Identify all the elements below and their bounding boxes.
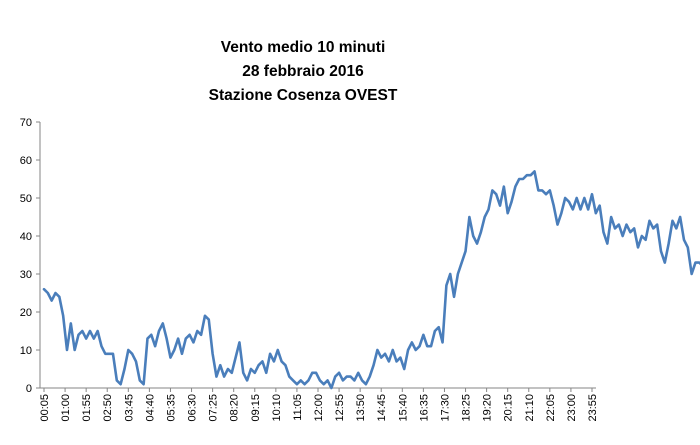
y-tick-label: 30: [20, 269, 32, 281]
x-tick-label: 12:00: [313, 394, 325, 422]
chart-title-line-3: Stazione Cosenza OVEST: [209, 87, 398, 104]
x-tick-label: 16:35: [418, 394, 430, 422]
y-tick-label: 20: [20, 307, 32, 319]
x-tick-label: 02:50: [102, 394, 114, 422]
x-tick-label: 03:45: [123, 394, 135, 422]
chart-title-line-1: Vento medio 10 minuti: [221, 39, 386, 56]
x-tick-label: 21:10: [524, 394, 536, 422]
x-tick-label: 12:55: [334, 394, 346, 422]
x-tick-label: 23:55: [587, 394, 599, 422]
x-tick-label: 17:30: [439, 394, 451, 422]
y-tick-label: 60: [20, 155, 32, 167]
x-tick-label: 05:35: [165, 394, 177, 422]
x-tick-label: 04:40: [144, 394, 156, 422]
x-tick-label: 01:00: [60, 394, 72, 422]
x-tick-label: 19:20: [482, 394, 494, 422]
x-tick-label: 23:00: [566, 394, 578, 422]
x-tick-label: 08:20: [229, 394, 241, 422]
x-tick-label: 13:50: [355, 394, 367, 422]
y-tick-label: 70: [20, 117, 32, 129]
x-tick-label: 10:10: [271, 394, 283, 422]
x-axis-ticks: 00:05 01:00 01:55 02:50 03:45 04:40 05:35 06:30…: [39, 388, 599, 422]
x-tick-label: 20:15: [503, 394, 515, 422]
y-tick-label: 50: [20, 193, 32, 205]
y-tick-label: 0: [26, 383, 32, 395]
y-tick-label: 10: [20, 345, 32, 357]
x-tick-label: 14:45: [376, 394, 388, 422]
x-tick-label: 11:05: [292, 394, 304, 421]
wind-speed-series-line: [42, 170, 700, 390]
x-tick-label: 15:40: [397, 394, 409, 422]
x-tick-label: 09:15: [250, 394, 262, 422]
x-tick-label: 01:55: [81, 394, 93, 422]
x-tick-label: 00:05: [39, 394, 51, 422]
x-tick-label: 07:25: [208, 394, 220, 422]
chart-title-line-2: 28 febbraio 2016: [242, 63, 364, 80]
chart-title: Vento medio 10 minuti 28 febbraio 2016 S…: [209, 39, 398, 104]
y-axis-ticks: 0 10 20 30 40 50 60 70: [20, 117, 40, 395]
y-tick-label: 40: [20, 231, 32, 243]
x-tick-label: 06:30: [187, 394, 199, 422]
x-tick-label: 22:05: [545, 394, 557, 422]
x-tick-label: 18:25: [461, 394, 473, 422]
